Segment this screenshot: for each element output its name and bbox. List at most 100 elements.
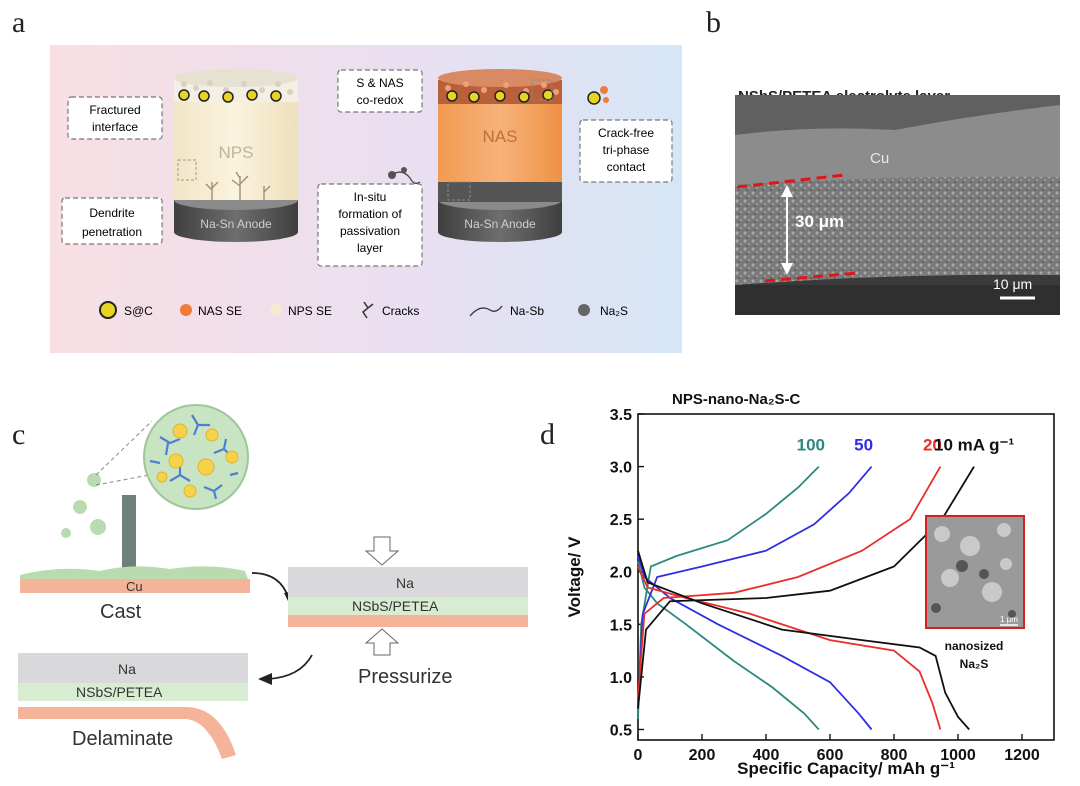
panel-c-process: Cu Cast Na NSbS/PETEA Pressurize Na NSbS… [18,404,528,759]
inset-label-line1: nanosized [945,639,1004,653]
press-cu-layer [288,615,528,627]
nas-cylinder-label: NAS [483,127,518,146]
svg-text:formation of: formation of [338,207,402,221]
svg-text:tri-phase: tri-phase [603,143,650,157]
y-tick-label: 3.0 [610,460,632,477]
x-tick-label: 600 [817,747,844,764]
press-arrow-up-icon [364,628,400,656]
voltage-capacity-chart: NPS-nano-Na₂S-C 0.5 1.0 1.5 2.0 2.5 3.0 3.5 0 2… [565,391,1055,778]
series-label-3: 10 mA g⁻¹ [934,436,1014,455]
svg-text:NSbS/PETEA: NSbS/PETEA [352,598,439,614]
svg-text:layer: layer [357,241,383,255]
svg-text:Crack-free: Crack-free [598,126,654,140]
legend-na2s: Na₂S [600,304,628,318]
x-tick-label: 1000 [940,747,976,764]
inset-sem: 1 μm [925,515,1025,629]
legend-na2s-icon [578,304,590,316]
x-axis-label: Specific Capacity/ mAh g⁻¹ [737,759,955,778]
cast-label: Cast [100,601,142,623]
nps-anode-label: Na-Sn Anode [200,217,272,231]
callout-in-situ: In-situ formation of passivation layer [317,183,423,267]
panel-label-d: d [540,418,555,451]
y-tick-label: 1.5 [610,617,632,634]
svg-text:Dendrite: Dendrite [89,206,135,220]
droplets [61,473,106,538]
delam-electrolyte-layer [18,683,248,701]
y-tick-label: 2.0 [610,565,632,582]
panel-a-legend: S@C NAS SE NPS SE Cracks Na-Sb Na₂S [99,301,628,319]
delam-na-layer [18,653,248,683]
delam-cu-peeled [18,707,236,759]
legend-sac-icon [99,301,117,319]
panel-label-a: a [12,6,26,39]
delaminate-label: Delaminate [72,728,173,750]
x-tick-label: 200 [689,747,716,764]
arrow-cast-to-press [251,572,289,598]
sem-image: Cu 30 μm 10 μm [735,95,1060,315]
thickness-label: 30 μm [795,212,844,231]
svg-text:Fractured: Fractured [89,103,140,117]
nps-cylinder: NPS Na-Sn Anode [174,69,298,242]
y-tick-label: 0.5 [610,722,632,739]
sem-cu-label: Cu [870,150,889,167]
scalebar-label: 10 μm [993,276,1032,292]
x-tick-label: 800 [881,747,908,764]
svg-text:penetration: penetration [82,225,142,239]
svg-text:co-redox: co-redox [357,93,404,107]
legend-na-sb: Na-Sb [510,304,544,318]
legend-cracks: Cracks [382,304,419,318]
curve-discharge-2 [637,566,942,730]
x-tick-label: 0 [634,747,643,764]
panel-label-b: b [706,6,721,39]
plot-frame [637,413,1055,741]
svg-text:interface: interface [92,120,138,134]
series-label-0: 100 [797,436,825,455]
press-na-layer [288,567,528,597]
svg-text:S & NAS: S & NAS [356,76,403,90]
series-label-1: 50 [854,436,873,455]
y-tick-label: 2.5 [610,512,632,529]
svg-text:In-situ: In-situ [354,190,387,204]
inset-scale-label: 1 μm [1000,615,1018,624]
legend-sac: S@C [124,304,153,318]
sac-particle-icon [178,89,282,103]
curve-discharge-1 [637,555,873,731]
dendrite-icon [205,171,271,200]
inset-label-line2: Na₂S [960,657,989,671]
legend-nps-icon [270,304,282,316]
curve-charge-1 [637,466,873,709]
legend-nas-icon [180,304,192,316]
na-sb-icon [388,167,421,184]
curve-discharge-0 [637,560,820,731]
chart-title: NPS-nano-Na₂S-C [672,391,801,408]
nps-cylinder-label: NPS [219,143,254,162]
svg-text:Na: Na [118,661,136,677]
y-tick-label: 3.5 [610,407,632,424]
press-arrow-down-icon [364,536,400,566]
top-interface-line [736,173,846,189]
x-tick-label: 400 [753,747,780,764]
callout-co-redox: S & NAS co-redox [337,69,423,113]
legend-cracks-icon [361,301,374,319]
cast-cu-label: Cu [126,579,143,594]
pressurize-label: Pressurize [358,666,452,688]
callout-fractured-interface: Fractured interface [67,96,163,140]
svg-text:NSbS/PETEA: NSbS/PETEA [76,684,163,700]
panel-a-schematic: NPS Na-Sn Anode NAS Na-Sn Anode [50,45,682,353]
y-tick-label: 1.0 [610,670,632,687]
legend-nas: NAS SE [198,304,242,318]
press-electrolyte-layer [288,597,528,615]
svg-text:Na: Na [396,575,414,591]
casting-nozzle [122,495,136,573]
curve-discharge-3 [637,550,970,731]
legend-na-sb-icon [469,305,503,317]
nas-anode-label: Na-Sn Anode [464,217,536,231]
wet-film [20,566,248,579]
nas-cylinder: NAS Na-Sn Anode [438,69,562,242]
panel-label-c: c [12,418,26,451]
callout-crack-free: Crack-free tri-phase contact [579,119,673,183]
svg-text:contact: contact [607,160,646,174]
callout-dendrite-penetration: Dendrite penetration [61,197,163,245]
series-label-2: 20 [923,436,942,455]
tri-phase-icon [587,86,609,105]
